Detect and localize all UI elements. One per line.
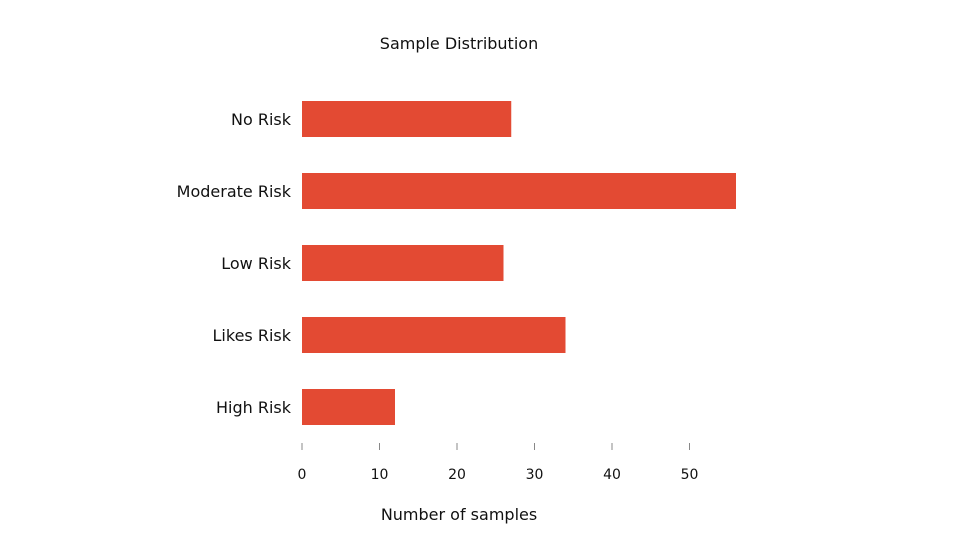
bars-group — [302, 101, 736, 425]
bar-high-risk — [302, 389, 395, 425]
y-axis-labels: No Risk Moderate Risk Low Risk Likes Risk Hi… — [177, 110, 292, 417]
chart-title: Sample Distribution — [380, 34, 538, 53]
y-tick-label-no-risk: No Risk — [231, 110, 292, 129]
x-axis-label: Number of samples — [381, 505, 537, 524]
y-tick-label-likes-risk: Likes Risk — [213, 326, 292, 345]
bar-low-risk — [302, 245, 504, 281]
x-axis-ticks: 0 10 20 30 40 50 — [298, 443, 699, 483]
x-tick-label-0: 0 — [298, 467, 307, 483]
y-tick-label-moderate-risk: Moderate Risk — [177, 182, 292, 201]
y-tick-label-high-risk: High Risk — [216, 398, 292, 417]
bar-no-risk — [302, 101, 512, 137]
x-tick-label-30: 30 — [526, 467, 544, 483]
bar-moderate-risk — [302, 173, 736, 209]
x-tick-label-50: 50 — [681, 467, 699, 483]
y-tick-label-low-risk: Low Risk — [221, 254, 291, 273]
x-tick-label-40: 40 — [603, 467, 621, 483]
x-tick-label-20: 20 — [448, 467, 466, 483]
x-tick-label-10: 10 — [371, 467, 389, 483]
bar-likes-risk — [302, 317, 566, 353]
